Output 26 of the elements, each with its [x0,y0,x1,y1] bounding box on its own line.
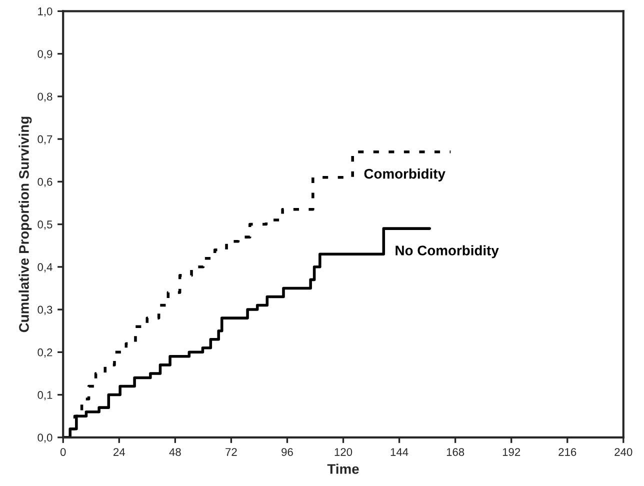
y-tick-label: 0,8 [38,92,52,102]
y-tick-label: 0,7 [38,135,52,144]
x-axis-title: Time [327,464,359,474]
y-tick-label: 0,1 [38,391,52,400]
x-tick-label: 144 [390,448,408,456]
y-tick-label: 0,5 [38,220,52,230]
x-tick-label: 120 [334,448,352,456]
y-tick-label: 0,3 [38,306,52,315]
x-tick-label: 96 [282,448,293,456]
series-label: No Comorbidity [396,245,499,258]
y-tick-label: 0,0 [38,434,52,443]
series-label: Comorbidity [364,168,446,182]
y-tick-label: 0,9 [38,50,52,60]
x-tick-label: 192 [502,448,520,456]
x-tick-label: 216 [558,448,576,456]
y-tick-label: 1,0 [38,7,52,17]
y-tick-label: 0,6 [38,178,52,188]
x-tick-label: 0 [60,448,66,456]
y-axis-title: Cumulative Proportion Surviving [18,116,32,332]
x-tick-label: 240 [614,448,632,456]
y-tick-label: 0,2 [38,348,52,358]
x-tick-label: 168 [446,448,464,456]
y-tick-label: 0,4 [38,263,52,272]
x-tick-label: 72 [226,448,237,456]
x-tick-label: 24 [114,448,125,456]
x-tick-label: 48 [169,448,181,456]
